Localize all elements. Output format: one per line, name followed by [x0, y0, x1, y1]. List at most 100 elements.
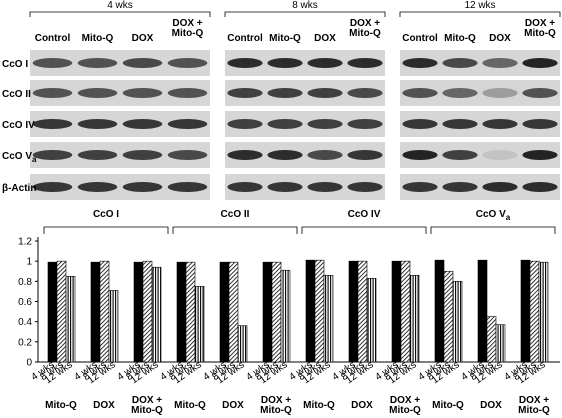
y-tick-label: 0.4: [18, 317, 32, 328]
category-label: Mito-Q: [174, 400, 206, 411]
bar: [47, 261, 58, 363]
blot-band: [227, 58, 263, 68]
bar: [280, 269, 291, 363]
blot-band: [442, 150, 478, 160]
bar: [108, 290, 119, 363]
lane-label: Mito-Q: [172, 28, 204, 39]
group-label: CcO Va: [476, 209, 511, 222]
period-bracket: [29, 11, 211, 17]
blot-band: [402, 182, 438, 192]
lane-label: Mito-Q: [269, 33, 301, 44]
bar: [495, 324, 506, 363]
group-label: CcO I: [93, 209, 119, 220]
lane-label: DOX: [314, 33, 336, 44]
blot-band: [402, 88, 438, 98]
blot-band: [347, 150, 383, 160]
blot-band: [267, 182, 303, 192]
bar: [520, 259, 531, 363]
row-label-main: CcO II: [2, 89, 31, 100]
blot-band: [442, 58, 478, 68]
lane-label: Control: [402, 33, 438, 44]
blot-band: [167, 182, 208, 192]
group-label-main: CcO II: [221, 209, 250, 220]
bar: [185, 261, 196, 363]
y-tick-label: 0.8: [18, 277, 32, 288]
blot-band: [167, 58, 208, 68]
period-bracket: [399, 11, 561, 17]
blot-band: [522, 150, 558, 160]
blot-band: [122, 119, 163, 129]
y-tick-label: 0.6: [18, 297, 32, 308]
bar: [56, 260, 67, 363]
period-label: 8 wks: [292, 0, 318, 11]
blot-band: [402, 119, 438, 129]
row-label: CcO Va: [2, 151, 37, 164]
blot-band: [482, 58, 518, 68]
lane-label: Mito-Q: [349, 28, 381, 39]
category-label: Mito-Q: [303, 400, 335, 411]
bar: [142, 260, 153, 363]
bar: [434, 259, 445, 363]
blot-band: [522, 119, 558, 129]
row-label-main: CcO IV: [2, 120, 35, 131]
blot-band: [307, 150, 343, 160]
blot-band: [122, 88, 163, 98]
bar: [176, 261, 187, 363]
category-label: Mito-Q: [45, 400, 77, 411]
category-label: Mito-Q: [260, 405, 292, 416]
y-tick-label: 1: [26, 257, 32, 268]
category-label: Mito-Q: [518, 405, 550, 416]
bar: [366, 278, 377, 363]
blot-band: [442, 119, 478, 129]
bar: [219, 261, 230, 363]
blot-band: [442, 182, 478, 192]
blot-band: [482, 182, 518, 192]
blot-band: [122, 58, 163, 68]
row-label: CcO II: [2, 89, 31, 100]
blot-band: [167, 119, 208, 129]
category-label: DOX: [222, 400, 244, 411]
period-label: 12 wks: [464, 0, 495, 11]
period-bracket: [224, 11, 386, 17]
bar: [314, 259, 325, 363]
group-bracket: [430, 226, 556, 234]
blot-band: [227, 182, 263, 192]
blot-band: [482, 119, 518, 129]
blot-band: [347, 58, 383, 68]
lane-label: DOX: [489, 33, 511, 44]
group-label-main: CcO V: [476, 209, 506, 220]
bar: [443, 270, 454, 363]
y-tick-label: 0: [26, 358, 32, 369]
group-bracket: [301, 226, 427, 234]
bar: [237, 325, 248, 363]
blot-band: [267, 119, 303, 129]
blot-band: [307, 119, 343, 129]
blot-band: [77, 88, 118, 98]
blot-band: [267, 58, 303, 68]
bar: [262, 261, 273, 363]
blot-band: [402, 58, 438, 68]
row-label: CcO IV: [2, 120, 35, 131]
blot-band: [522, 88, 558, 98]
group-label-sub: a: [506, 213, 511, 222]
y-tick-label: 1.2: [18, 237, 32, 248]
bar: [400, 260, 411, 363]
bar: [99, 260, 110, 363]
blot-band: [32, 88, 73, 98]
blot-band: [32, 182, 73, 192]
bar: [133, 261, 144, 363]
bar: [194, 286, 205, 363]
bar: [391, 260, 402, 363]
blot-band: [227, 119, 263, 129]
lane-label: Control: [35, 33, 71, 44]
row-label-main: β-Actin: [2, 183, 36, 194]
bar: [323, 274, 334, 363]
lane-label: DOX +: [525, 18, 555, 29]
blot-band: [522, 182, 558, 192]
blot-band: [32, 119, 73, 129]
bar: [305, 259, 316, 363]
bar: [452, 281, 463, 363]
blot-band: [167, 88, 208, 98]
bar: [228, 261, 239, 363]
row-label: CcO I: [2, 59, 28, 70]
